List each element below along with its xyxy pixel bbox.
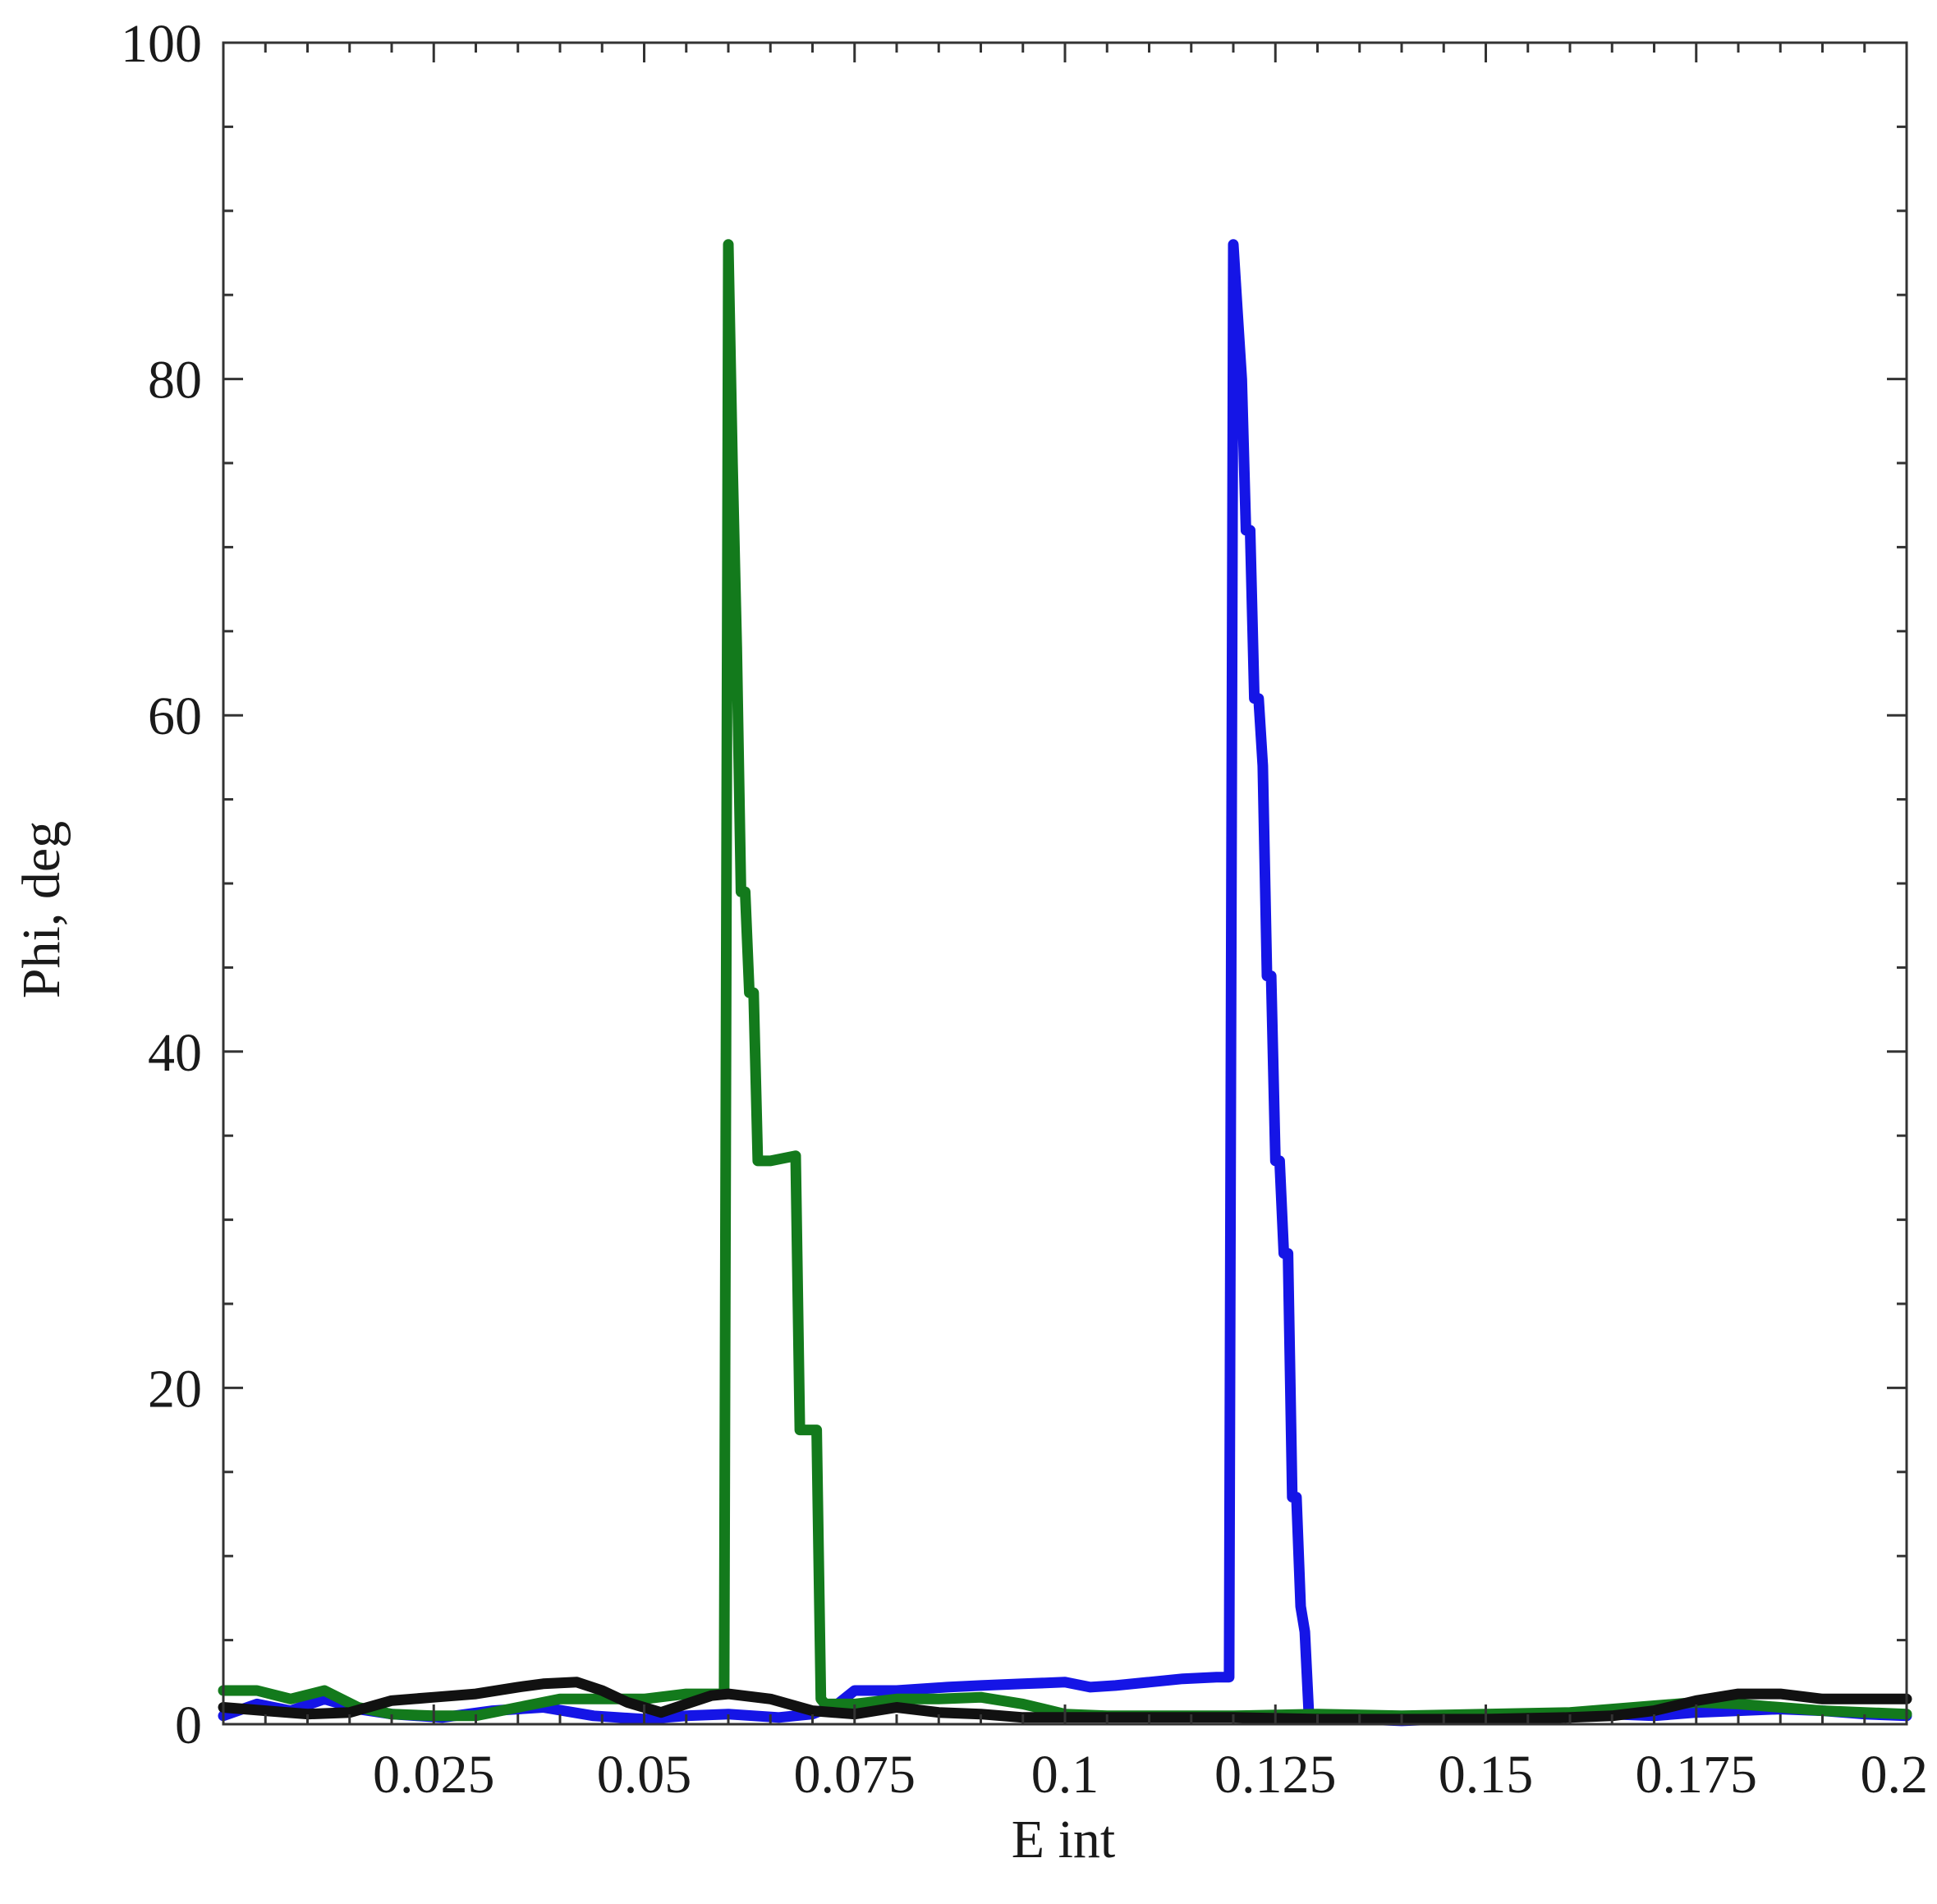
y-tick-label: 0	[175, 1695, 202, 1755]
y-tick-label: 40	[148, 1023, 202, 1083]
x-tick-label: 0.075	[794, 1745, 916, 1805]
y-tick-label: 80	[148, 351, 202, 411]
tick-labels-layer: 0.025 0.05 0.075 0.1 0.125 0.15 0.175 0.2 0 20 40 6…	[121, 14, 1928, 1805]
ticks-layer	[222, 41, 1908, 1726]
x-tick-label: 0.2	[1861, 1745, 1929, 1805]
y-tick-label: 100	[121, 14, 202, 74]
plot-frame	[222, 41, 1908, 1726]
series-line-2	[218, 239, 1912, 1722]
x-axis-label: E int	[1012, 1810, 1116, 1870]
x-tick-label: 0.1	[1031, 1745, 1099, 1805]
y-tick-label: 20	[148, 1359, 202, 1419]
series-line-3	[218, 1677, 1912, 1725]
series-line-1	[218, 239, 1912, 1727]
x-tick-label: 0.05	[597, 1745, 692, 1805]
x-tick-label: 0.125	[1214, 1745, 1337, 1805]
y-axis-label: Phi, deg	[11, 821, 71, 998]
x-tick-label: 0.15	[1439, 1745, 1534, 1805]
series-layer	[218, 239, 1912, 1727]
y-tick-label: 60	[148, 686, 202, 746]
x-tick-label: 0.025	[373, 1745, 495, 1805]
x-tick-label: 0.175	[1636, 1745, 1758, 1805]
